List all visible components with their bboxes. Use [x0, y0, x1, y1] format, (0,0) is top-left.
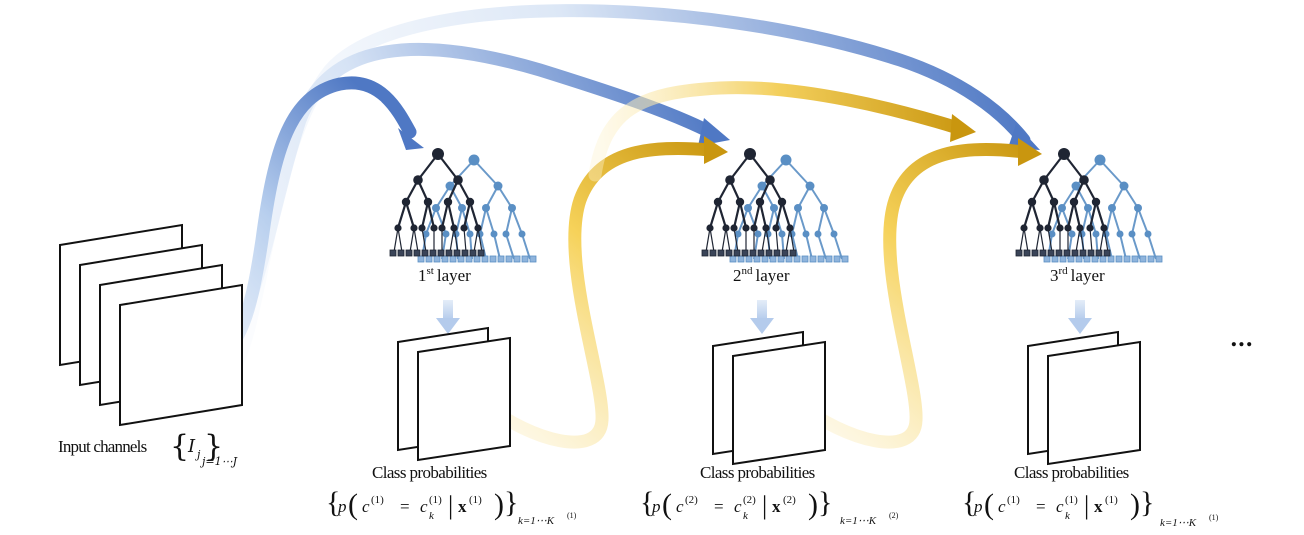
svg-text:c: c	[734, 497, 742, 516]
svg-text:{: {	[962, 486, 976, 519]
svg-text:): )	[808, 488, 818, 521]
blue-arrowhead-layer3	[1008, 124, 1040, 150]
svg-text:p: p	[651, 497, 661, 516]
layer-2-title: 2nd layer	[733, 265, 790, 285]
svg-text:(2): (2)	[783, 494, 796, 506]
svg-text:{: {	[326, 486, 340, 519]
input-set-var: I	[187, 436, 196, 457]
gold-arrow-to-layer3	[793, 142, 1031, 449]
decision-tree-3	[1014, 146, 1163, 263]
svg-text:(1): (1)	[429, 494, 442, 506]
svg-text:k=1⋯K: k=1⋯K	[1160, 517, 1197, 529]
flow-arrows	[175, 4, 1042, 449]
svg-text:|: |	[448, 491, 453, 520]
input-channel-sheet	[119, 283, 243, 427]
svg-text:(: (	[348, 488, 358, 521]
svg-text:(: (	[662, 488, 672, 521]
svg-text:(: (	[984, 488, 994, 521]
svg-text:(1): (1)	[1209, 513, 1219, 522]
blue-arrow-to-layer2	[198, 42, 717, 372]
set-brace-close: }	[204, 429, 223, 464]
class-prob-formula-1: { p ( c (1) = c (1) k | x (1) ) } k=1⋯K …	[326, 486, 577, 527]
svg-text:}: }	[1140, 486, 1154, 519]
svg-text:(1): (1)	[371, 494, 384, 506]
svg-text:(2): (2)	[743, 494, 756, 506]
layer-3-title: 3rd layer	[1050, 265, 1105, 285]
class-prob-label-1: Class probabilities	[372, 463, 487, 482]
svg-text:=: =	[714, 497, 724, 516]
svg-text:c: c	[420, 497, 428, 516]
class-prob-maps-3	[1027, 331, 1141, 465]
svg-text:p: p	[337, 497, 347, 516]
gold-arrow-to-layer2	[479, 142, 717, 449]
svg-text:(1): (1)	[1007, 494, 1020, 506]
down-arrow-3	[1068, 300, 1092, 334]
svg-text:=: =	[400, 497, 410, 516]
svg-text:k=1⋯K: k=1⋯K	[840, 515, 877, 527]
svg-text:): )	[1130, 488, 1140, 521]
class-prob-formula-3: { p ( c (1) = c (1) k | x (1) ) } k=1⋯K …	[962, 486, 1219, 529]
svg-text:k: k	[429, 510, 435, 522]
input-index: j=1⋯J	[199, 455, 238, 468]
svg-text:c: c	[362, 497, 370, 516]
decision-tree-1	[388, 146, 537, 263]
svg-text:): )	[494, 488, 504, 521]
svg-text:{: {	[640, 486, 654, 519]
down-arrow-2	[750, 300, 774, 334]
class-prob-maps-1	[397, 327, 511, 461]
svg-text:x: x	[772, 497, 781, 516]
input-label-group: Input channels { I j } j=1⋯J	[58, 429, 238, 468]
gold-arrowhead-layer3-long	[950, 114, 976, 142]
continuation-ellipsis: ...	[1230, 326, 1253, 352]
layer-1-title: 1st layer	[418, 265, 471, 285]
down-arrow-1	[436, 300, 460, 334]
decision-tree-2	[700, 146, 849, 263]
svg-text:}: }	[818, 486, 832, 519]
gold-arrowhead-layer3	[1018, 138, 1042, 166]
svg-text:=: =	[1036, 497, 1046, 516]
svg-text:|: |	[762, 491, 767, 520]
input-set-sub: j	[194, 448, 201, 461]
class-prob-maps-2	[712, 331, 826, 465]
layer-3: 3rd layer Class probabilities { p ( c (1)…	[962, 146, 1219, 529]
class-prob-formula-2: { p ( c (2) = c (2) k | x (2) ) } k=1⋯K …	[640, 486, 899, 527]
svg-text:x: x	[458, 497, 467, 516]
blue-arrowhead-layer1	[398, 128, 424, 150]
input-channel-stack	[59, 223, 243, 427]
svg-text:c: c	[1056, 497, 1064, 516]
svg-text:c: c	[998, 497, 1006, 516]
gold-arrow-to-layer3-long	[588, 81, 965, 182]
svg-text:(1): (1)	[1105, 494, 1118, 506]
svg-text:k: k	[743, 510, 749, 522]
class-prob-label-2: Class probabilities	[700, 463, 815, 482]
layer-2: 2nd layer Class probabilities { p ( c (2)…	[640, 146, 899, 527]
svg-text:(1): (1)	[1065, 494, 1078, 506]
svg-text:k=1⋯K: k=1⋯K	[518, 515, 555, 527]
svg-text:(1): (1)	[567, 511, 577, 520]
svg-text:p: p	[973, 497, 983, 516]
svg-text:x: x	[1094, 497, 1103, 516]
svg-text:|: |	[1084, 491, 1089, 520]
class-prob-label-3: Class probabilities	[1014, 463, 1129, 482]
set-brace-open: {	[170, 429, 189, 464]
input-label: Input channels	[58, 437, 147, 456]
svg-text:(1): (1)	[469, 494, 482, 506]
gold-arrowhead-layer2	[704, 136, 728, 164]
svg-text:}: }	[504, 486, 518, 519]
svg-text:(2): (2)	[685, 494, 698, 506]
svg-text:k: k	[1065, 510, 1071, 522]
layer-1: 1st layer Class probabilities { p ( c (1)…	[326, 146, 577, 527]
svg-text:(2): (2)	[889, 511, 899, 520]
svg-text:c: c	[676, 497, 684, 516]
